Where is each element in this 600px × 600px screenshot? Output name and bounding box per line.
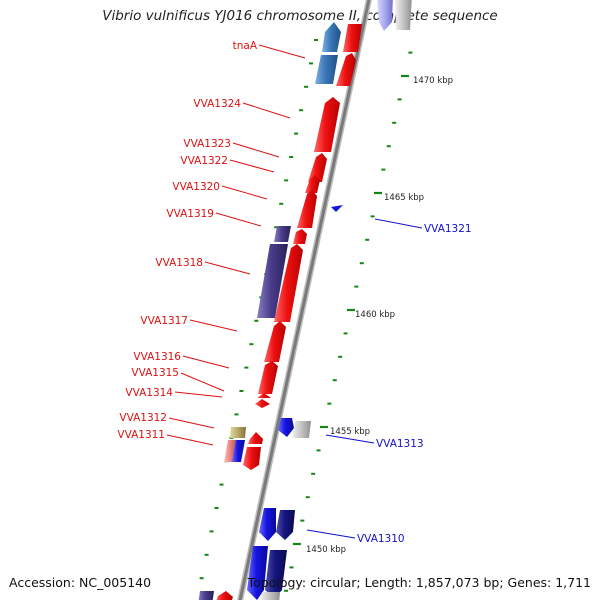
label-vva1323[interactable]: VVA1323 (183, 138, 231, 150)
label-vva1317[interactable]: VVA1317 (140, 315, 188, 327)
gene-vva1315[interactable] (257, 393, 271, 398)
gene-purple-bottom[interactable] (198, 591, 214, 600)
gene-red-bottom[interactable] (215, 591, 233, 600)
gene-blue-b[interactable] (247, 546, 268, 600)
gene-red-4[interactable] (274, 244, 303, 322)
label-vva1313[interactable]: VVA1313 (376, 438, 424, 450)
gene-vva1313-gray[interactable] (292, 421, 311, 438)
label-vva1319[interactable]: VVA1319 (166, 208, 214, 220)
gene-red-3[interactable] (293, 229, 307, 244)
gene-vva1319[interactable] (297, 190, 317, 228)
kbp-label-1460: 1460 kbp (355, 310, 395, 320)
gene-top-lightblue[interactable] (377, 0, 393, 31)
gene-vva1318[interactable] (257, 244, 288, 318)
label-vva1312[interactable]: VVA1312 (119, 412, 167, 424)
gene-red-1[interactable] (343, 24, 362, 52)
label-vva1310[interactable]: VVA1310 (357, 533, 405, 545)
left-labels: tnaA VVA1324 VVA1323 VVA1322 VVA1320 VVA… (117, 40, 257, 441)
gene-tnaa-lower[interactable] (315, 55, 338, 84)
gene-vva1314[interactable] (255, 399, 270, 408)
gene-vva1312[interactable] (230, 427, 246, 438)
right-labels: VVA1321 VVA1313 VVA1310 (357, 223, 472, 545)
gene-red-5[interactable] (248, 432, 263, 444)
gene-navy-a[interactable] (276, 510, 295, 540)
label-vva1324[interactable]: VVA1324 (193, 98, 241, 110)
genes (198, 0, 412, 600)
left-leader-lines (166, 44, 306, 446)
label-vva1315[interactable]: VVA1315 (131, 367, 179, 379)
gene-vva1317[interactable] (264, 321, 286, 362)
kbp-labels: 1470 kbp 1465 kbp 1460 kbp 1455 kbp 1450… (306, 76, 453, 555)
label-vva1321[interactable]: VVA1321 (424, 223, 472, 235)
label-vva1322[interactable]: VVA1322 (180, 155, 228, 167)
label-vva1314[interactable]: VVA1314 (125, 387, 173, 399)
gene-red-2[interactable] (336, 53, 356, 86)
right-leader-lines (306, 218, 423, 539)
gene-purple-small[interactable] (274, 226, 291, 242)
gene-red-6[interactable] (243, 447, 261, 470)
accession-text: Accession: NC_005140 (9, 575, 152, 590)
kbp-label-1470: 1470 kbp (413, 76, 453, 86)
gene-vva1324[interactable] (314, 97, 340, 152)
gene-vva1320[interactable] (305, 175, 320, 193)
gene-vva1316[interactable] (258, 361, 278, 394)
gene-tnaa-upper[interactable] (322, 22, 341, 52)
gene-blue-a[interactable] (259, 508, 276, 541)
kbp-label-1450: 1450 kbp (306, 545, 346, 555)
label-tnaa[interactable]: tnaA (233, 40, 258, 52)
gene-vva1321[interactable] (331, 205, 343, 212)
gene-gray-bottom[interactable] (260, 592, 280, 600)
gene-top-gray[interactable] (395, 0, 412, 30)
label-vva1311[interactable]: VVA1311 (117, 429, 165, 441)
gene-vva1313-blue[interactable] (278, 418, 294, 437)
label-vva1320[interactable]: VVA1320 (172, 181, 220, 193)
kbp-label-1455: 1455 kbp (330, 427, 370, 437)
kbp-label-1465: 1465 kbp (384, 193, 424, 203)
label-vva1318[interactable]: VVA1318 (155, 257, 203, 269)
backbone (237, 0, 372, 600)
gene-vva1311-blue[interactable] (232, 440, 245, 462)
gene-navy-b[interactable] (265, 550, 287, 598)
summary-text: Topology: circular; Length: 1,857,073 bp… (247, 575, 591, 590)
label-vva1316[interactable]: VVA1316 (133, 351, 181, 363)
gene-vva1323[interactable] (308, 153, 327, 182)
